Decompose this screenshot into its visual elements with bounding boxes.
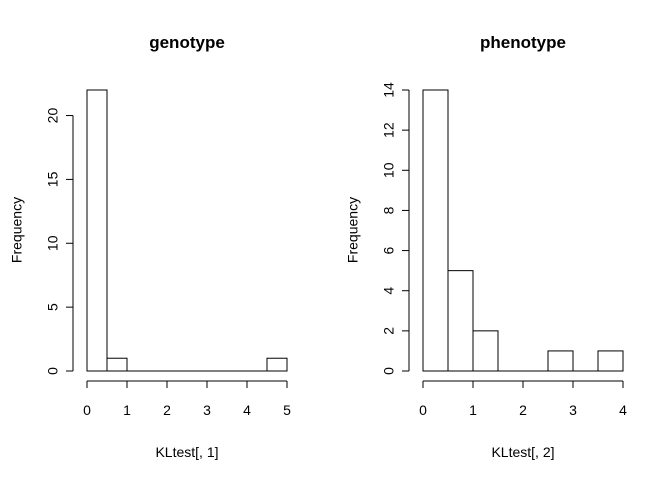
y-tick-label: 8 bbox=[381, 206, 397, 214]
histogram-panel-genotype: genotype 0 1 2 3 4 5 KLtest[, 1] 0 5 10 15 20 Frequen… bbox=[9, 33, 291, 460]
y-axis-label: Frequency bbox=[345, 197, 361, 263]
x-tick-label: 0 bbox=[419, 402, 427, 418]
y-tick-label: 20 bbox=[45, 108, 61, 124]
x-tick-label: 4 bbox=[619, 402, 627, 418]
y-axis: 0 5 10 15 20 Frequency bbox=[9, 108, 74, 375]
chart-title: genotype bbox=[149, 33, 225, 52]
histogram-bar bbox=[422, 89, 449, 372]
y-tick-label: 10 bbox=[381, 162, 397, 178]
x-tick-label: 0 bbox=[83, 402, 91, 418]
histogram-bar bbox=[447, 270, 474, 372]
x-axis-label: KLtest[, 1] bbox=[155, 444, 218, 460]
x-tick-label: 3 bbox=[569, 402, 577, 418]
y-axis: 0 2 4 6 8 10 12 14 Frequency bbox=[345, 82, 410, 375]
y-axis-label: Frequency bbox=[9, 197, 25, 263]
x-axis: 0 1 2 3 4 KLtest[, 2] bbox=[419, 380, 627, 460]
x-tick-label: 3 bbox=[203, 402, 211, 418]
histogram-bar bbox=[266, 357, 288, 372]
x-axis: 0 1 2 3 4 5 KLtest[, 1] bbox=[83, 380, 291, 460]
y-tick-label: 12 bbox=[381, 122, 397, 138]
chart-title: phenotype bbox=[480, 33, 566, 52]
histogram-bar bbox=[547, 350, 574, 372]
y-tick-label: 15 bbox=[45, 171, 61, 187]
y-tick-label: 5 bbox=[45, 303, 61, 311]
x-tick-label: 1 bbox=[123, 402, 131, 418]
y-tick-label: 0 bbox=[381, 367, 397, 375]
x-axis-label: KLtest[, 2] bbox=[491, 444, 554, 460]
y-tick-label: 6 bbox=[381, 246, 397, 254]
x-tick-label: 4 bbox=[243, 402, 251, 418]
y-tick-label: 10 bbox=[45, 235, 61, 251]
y-tick-label: 14 bbox=[381, 82, 397, 98]
y-tick-label: 2 bbox=[381, 327, 397, 335]
y-tick-label: 4 bbox=[381, 287, 397, 295]
histogram-bar bbox=[106, 357, 128, 372]
y-tick-label: 0 bbox=[45, 367, 61, 375]
x-tick-label: 1 bbox=[469, 402, 477, 418]
histogram-bar bbox=[597, 350, 624, 372]
x-tick-label: 2 bbox=[163, 402, 171, 418]
histogram-bar bbox=[86, 89, 108, 372]
histogram-bar bbox=[472, 330, 499, 372]
x-tick-label: 2 bbox=[519, 402, 527, 418]
x-tick-label: 5 bbox=[283, 402, 291, 418]
